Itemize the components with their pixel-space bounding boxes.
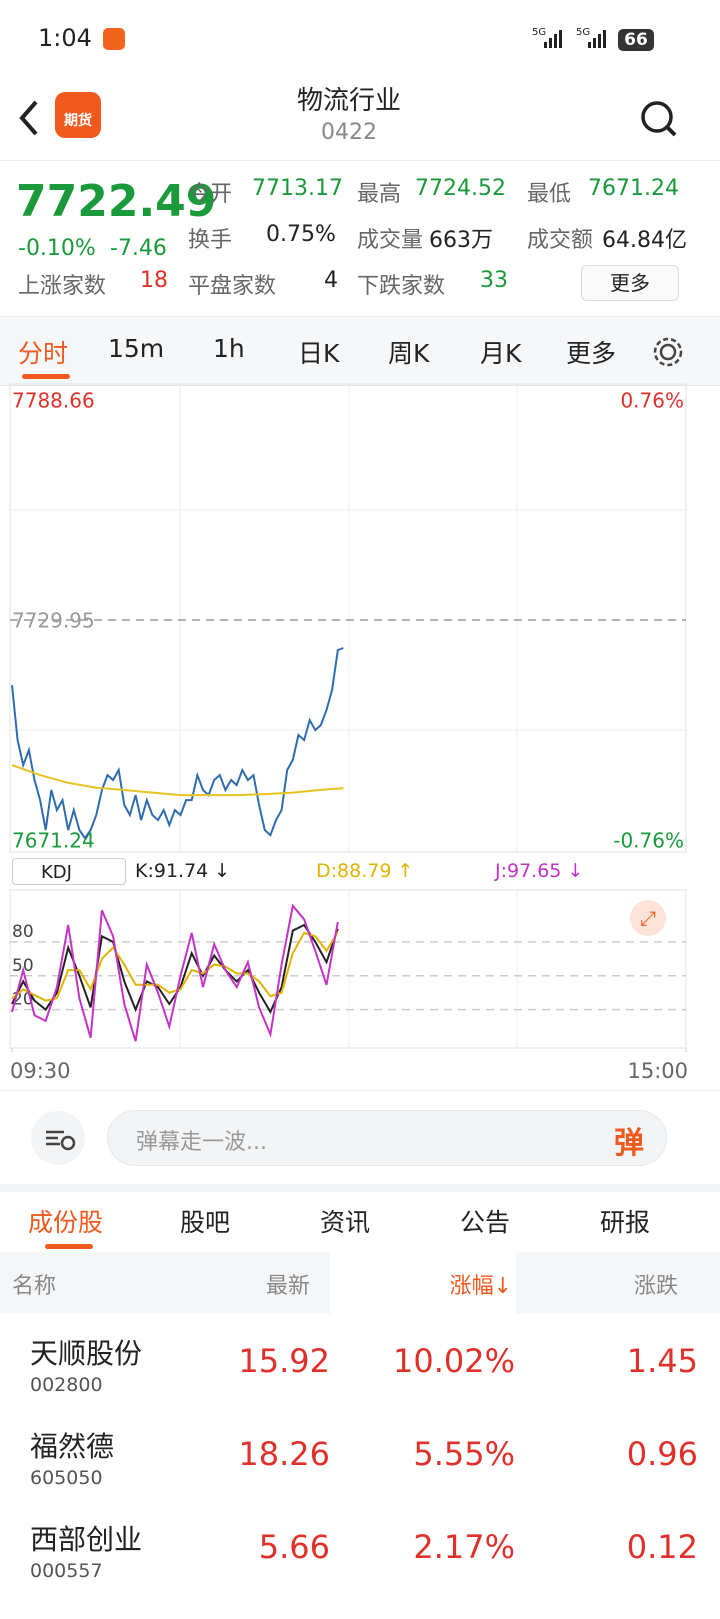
divider	[0, 1090, 720, 1091]
y-tick-label: 7729.95	[12, 609, 95, 633]
clock: 1:04	[38, 24, 92, 52]
breadth-label: 下跌家数	[357, 274, 446, 299]
breadth-value: 33	[480, 268, 508, 293]
kdj-legend-entry: K:91.74 ↓	[135, 860, 231, 882]
stat-value: 663万	[429, 228, 493, 253]
change-value: -7.46	[110, 236, 167, 261]
period-tab-bar	[0, 316, 720, 386]
x-tick-label: 15:00	[627, 1059, 688, 1083]
period-tab[interactable]: 15m	[108, 334, 165, 363]
danmaku-placeholder: 弹幕走一波...	[136, 1130, 267, 1155]
series-line	[11, 931, 339, 1002]
back-button[interactable]	[14, 98, 44, 138]
column-header[interactable]: 最新	[265, 1274, 310, 1299]
app-logo: 期货	[55, 92, 101, 138]
section-gap	[0, 1184, 720, 1192]
app-icon	[103, 28, 125, 50]
stock-name[interactable]: 西部创业	[30, 1523, 143, 1556]
stat-label: 今开	[188, 182, 233, 207]
period-tab[interactable]: 日K	[298, 339, 340, 368]
stock-change-pct: 10.02%	[392, 1342, 515, 1380]
period-tab[interactable]: 1h	[213, 334, 245, 363]
stock-change-pct: 2.17%	[413, 1528, 515, 1566]
period-tab[interactable]: 分时	[18, 339, 69, 368]
divider	[0, 160, 720, 161]
page-title: 物流行业	[296, 86, 401, 116]
stock-name[interactable]: 福然德	[30, 1430, 115, 1463]
stock-price: 18.26	[238, 1435, 330, 1473]
stock-code: 605050	[30, 1467, 103, 1489]
expand-button[interactable]: ⤢	[630, 900, 666, 936]
indicator-select[interactable]: KDJ	[12, 858, 126, 885]
svg-text:5G: 5G	[576, 27, 590, 38]
series-line	[11, 923, 339, 1015]
signal-icons: 5G 5G	[532, 27, 606, 48]
stock-change: 1.45	[626, 1342, 698, 1380]
search-button[interactable]	[638, 98, 680, 140]
breadth-label: 平盘家数	[188, 274, 277, 299]
y-tick-label: 7671.24	[12, 829, 95, 853]
danmaku-toggle[interactable]	[30, 1110, 86, 1166]
stock-price: 5.66	[258, 1528, 330, 1566]
svg-text:5G: 5G	[532, 27, 546, 38]
stat-value: 7724.52	[415, 176, 506, 201]
kdj-legend-entry: J:97.65 ↓	[495, 860, 584, 882]
danmaku-input[interactable]	[107, 1110, 667, 1166]
battery: 66	[618, 29, 654, 51]
stock-code: 002800	[30, 1374, 103, 1396]
active-tab-indicator	[22, 374, 70, 379]
section-tab[interactable]: 股吧	[180, 1208, 231, 1237]
stock-price: 15.92	[238, 1342, 330, 1380]
breadth-value: 18	[140, 268, 168, 293]
period-tab[interactable]: 更多	[566, 339, 617, 368]
stock-code: 000557	[30, 1560, 103, 1582]
column-header[interactable]: 涨幅↓	[449, 1274, 512, 1299]
last-price: 7722.49	[16, 176, 217, 227]
period-tab[interactable]: 周K	[388, 339, 430, 368]
x-tick-label: 09:30	[10, 1059, 71, 1083]
change-percent: -0.10%	[18, 236, 96, 261]
stat-value: 64.84亿	[602, 228, 687, 253]
stat-value: 0.75%	[266, 222, 336, 247]
series-line	[11, 903, 339, 1042]
section-tab[interactable]: 资讯	[320, 1208, 371, 1237]
breadth-value: 4	[324, 268, 338, 293]
more-button[interactable]: 更多	[581, 265, 679, 301]
stock-change: 0.96	[626, 1435, 698, 1473]
kdj-legend-entry: D:88.79 ↑	[316, 860, 414, 882]
section-tab[interactable]: 研报	[600, 1208, 651, 1237]
danmaku-send[interactable]: 弹	[614, 1126, 644, 1161]
breadth-label: 上涨家数	[18, 274, 107, 299]
series-line	[11, 764, 344, 797]
charts: 7671.247729.957788.66-0.76%0.76%20508009…	[9, 383, 688, 1083]
column-header[interactable]: 涨跌	[633, 1274, 678, 1299]
y-tick-label: 80	[12, 922, 34, 942]
column-header: 名称	[12, 1274, 57, 1299]
index-code: 0422	[321, 120, 377, 145]
stat-label: 成交量	[357, 228, 424, 253]
stat-label: 最高	[357, 182, 402, 207]
active-section-indicator	[45, 1244, 93, 1249]
stock-name[interactable]: 天顺股份	[30, 1337, 143, 1370]
stat-label: 换手	[188, 228, 233, 253]
stock-change-pct: 5.55%	[413, 1435, 515, 1473]
y-tick-label: 7788.66	[12, 389, 95, 413]
stat-label: 成交额	[527, 228, 594, 253]
stat-label: 最低	[527, 182, 572, 207]
y-tick-label: 50	[12, 956, 34, 976]
series-line	[11, 647, 344, 840]
stat-value: 7713.17	[252, 176, 343, 201]
section-tab[interactable]: 成份股	[28, 1208, 104, 1237]
y2-tick-label: -0.76%	[613, 829, 684, 853]
sorted-column-bg	[330, 1252, 516, 1314]
stat-value: 7671.24	[588, 176, 679, 201]
settings-button[interactable]	[650, 334, 686, 370]
y2-tick-label: 0.76%	[620, 389, 684, 413]
stock-change: 0.12	[626, 1528, 698, 1566]
period-tab[interactable]: 月K	[480, 339, 522, 368]
section-tab[interactable]: 公告	[460, 1208, 511, 1237]
